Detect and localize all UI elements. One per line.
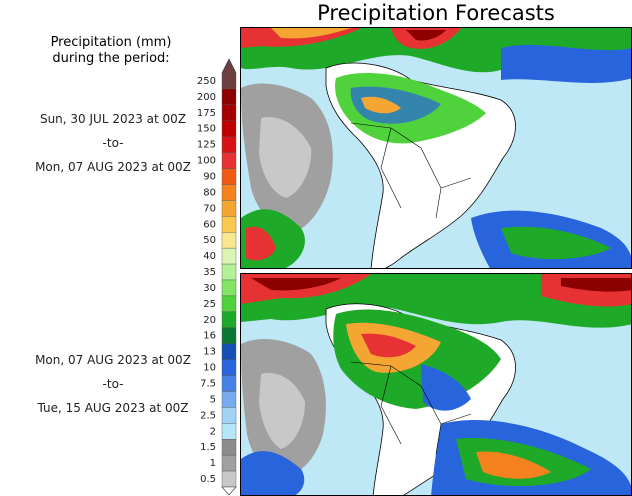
scale-swatch xyxy=(221,470,237,488)
scale-label: 2.5 xyxy=(200,410,216,421)
scale-label: 125 xyxy=(197,140,216,151)
scale-swatch xyxy=(221,136,237,153)
scale-swatch xyxy=(221,391,237,408)
legend-heading-line2: during the period: xyxy=(52,51,170,66)
color-scale-bar: 2502001751501251009080706050403530252016… xyxy=(197,58,237,496)
scale-swatch xyxy=(221,263,237,281)
scale-label: 60 xyxy=(203,219,216,230)
scale-swatch xyxy=(221,88,237,106)
period-2-label: Mon, 07 AUG 2023 at 00Z -to- Tue, 15 AUG… xyxy=(22,348,204,420)
scale-swatch xyxy=(221,439,237,456)
scale-label: 35 xyxy=(203,267,216,278)
scale-label: 2 xyxy=(210,426,216,437)
scale-swatch xyxy=(221,168,237,185)
page-title: Precipitation Forecasts xyxy=(317,1,555,25)
scale-label: 20 xyxy=(203,315,216,326)
scale-swatch xyxy=(221,72,237,90)
scale-swatch xyxy=(221,327,237,344)
color-scale: 250 200 175 150 125 100 90 80 70 60 50 40 35 30 25 20 16… xyxy=(172,53,242,496)
scale-label: 80 xyxy=(203,187,216,198)
scale-label: 0.5 xyxy=(200,474,216,485)
scale-swatch xyxy=(221,407,237,424)
scale-label: 40 xyxy=(203,251,216,262)
scale-label: 175 xyxy=(197,108,216,119)
scale-label: 50 xyxy=(203,235,216,246)
scale-swatch xyxy=(221,359,237,376)
scale-swatch xyxy=(221,247,237,265)
scale-label: 30 xyxy=(203,283,216,294)
scale-label: 100 xyxy=(197,156,216,167)
scale-label: 250 xyxy=(197,76,216,87)
period-1-start: Sun, 30 JUL 2023 at 00Z xyxy=(39,112,187,126)
scale-label: 150 xyxy=(197,124,216,135)
scale-label: 5 xyxy=(210,394,216,405)
scale-swatch xyxy=(221,279,237,297)
scale-swatch xyxy=(221,184,237,201)
scale-swatch xyxy=(221,295,237,313)
scale-swatch xyxy=(221,216,237,233)
legend-heading: Precipitation (mm) during the period: xyxy=(0,35,222,67)
scale-swatch xyxy=(221,120,237,137)
legend-heading-line1: Precipitation (mm) xyxy=(50,35,172,50)
country-borders xyxy=(350,361,472,455)
scale-label: 16 xyxy=(203,331,216,342)
scale-label: 1.5 xyxy=(200,442,216,453)
scale-label: 200 xyxy=(197,92,216,103)
scale-label: 90 xyxy=(203,172,216,183)
scale-label: 13 xyxy=(203,347,216,358)
scale-swatch xyxy=(221,423,237,440)
scale-swatch xyxy=(221,311,237,328)
scale-arrow-bottom xyxy=(221,486,237,496)
scale-swatch xyxy=(221,454,237,472)
scale-label: 1 xyxy=(210,458,216,469)
scale-label: 7.5 xyxy=(200,379,216,390)
scale-label: 10 xyxy=(203,363,216,374)
forecast-map-period-2 xyxy=(240,273,632,496)
forecast-map-period-1 xyxy=(240,27,632,269)
period-2-start: Mon, 07 AUG 2023 at 00Z xyxy=(35,353,191,367)
country-borders xyxy=(350,122,472,219)
scale-swatch xyxy=(221,104,237,121)
period-1-end: Mon, 07 AUG 2023 at 00Z xyxy=(35,160,191,174)
scale-label: 70 xyxy=(203,203,216,214)
scale-label: 25 xyxy=(203,299,216,310)
scale-swatch xyxy=(221,200,237,217)
scale-arrow-top xyxy=(221,58,237,74)
period-1-label: Sun, 30 JUL 2023 at 00Z -to- Mon, 07 AUG… xyxy=(22,107,204,179)
period-2-end: Tue, 15 AUG 2023 at 00Z xyxy=(37,401,189,415)
scale-swatch xyxy=(221,343,237,360)
scale-swatch xyxy=(221,152,237,169)
period-1-separator: -to- xyxy=(102,136,124,150)
scale-swatch xyxy=(221,375,237,392)
scale-swatch xyxy=(221,232,237,249)
period-2-separator: -to- xyxy=(102,377,124,391)
